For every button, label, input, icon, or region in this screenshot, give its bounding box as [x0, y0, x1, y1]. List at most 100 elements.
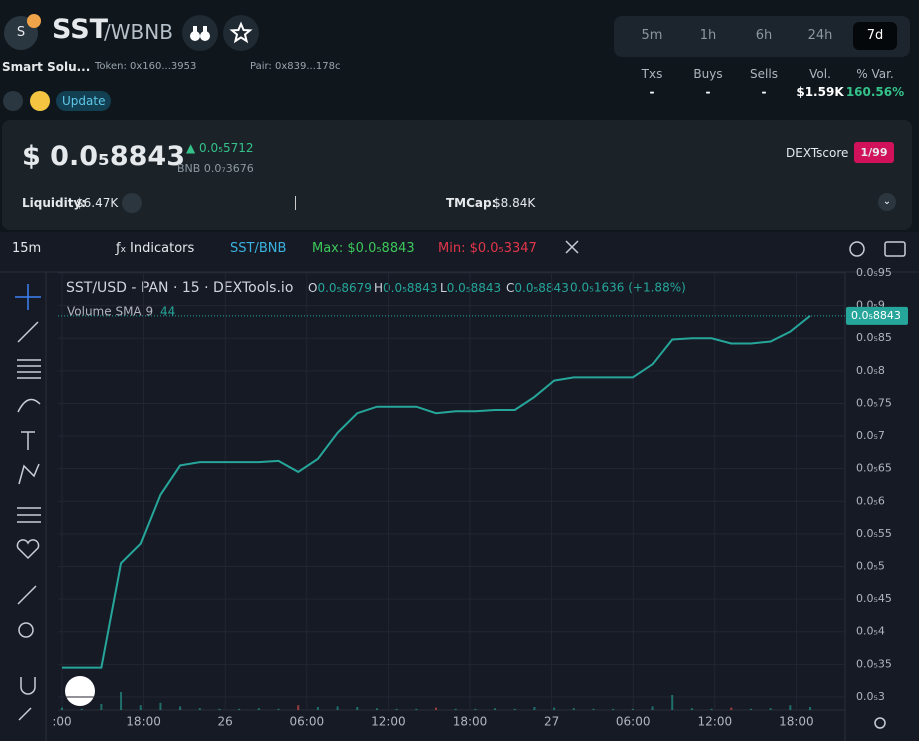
token-icon	[27, 14, 41, 28]
toolbar-max: Max: $0.0₅8843	[312, 241, 415, 256]
ohlc-item: C0.0₅8843	[506, 281, 569, 295]
binoculars-icon	[190, 26, 210, 41]
timeframe-option[interactable]: 1h	[699, 28, 717, 43]
expand-icon[interactable]: ⌄	[878, 193, 896, 211]
volume-bar	[809, 707, 811, 710]
x-tick-label: 12:00	[371, 715, 406, 729]
liquidity: $6.47K	[76, 196, 119, 210]
ohlc-label: O	[308, 281, 317, 295]
ohlc-item: H0.0₅8843	[374, 281, 437, 295]
tmcap: $8.84K	[493, 196, 536, 210]
price-chart: SST/USD - PAN · 15 · DEXTools.io Volume …	[0, 240, 919, 741]
volume-bar	[316, 707, 319, 710]
volume-bar	[120, 692, 123, 710]
volume-bar	[375, 708, 378, 710]
volume-bar	[474, 708, 477, 710]
volume-bar	[80, 708, 83, 710]
volume-bar	[671, 695, 674, 710]
x-tick-label: 26	[218, 715, 233, 729]
ohlc-label: H	[374, 281, 383, 295]
pair-address[interactable]: Pair: 0x839...178c	[250, 61, 341, 72]
stat-value: $1.59K	[796, 85, 844, 99]
ohlc-label: C	[506, 281, 514, 295]
volume-bar	[139, 705, 142, 710]
indicators-label: Indicators	[130, 241, 195, 256]
divider	[295, 196, 296, 210]
toolbar-indicators[interactable]: ƒx Indicators	[116, 241, 195, 256]
last-price-label: 0.0₅8843	[851, 309, 901, 322]
toolbar-interval[interactable]: 15m	[12, 241, 42, 256]
ohlc-value: 0.0₅8679	[317, 281, 371, 295]
y-tick-label: 0.0₅85	[856, 331, 892, 344]
volume-bar	[395, 708, 398, 710]
ohlc-item: L0.0₅8843	[440, 281, 501, 295]
x-tick-label: 06:00	[290, 715, 325, 729]
volume-bar	[690, 708, 693, 710]
x-tick-label: 18:00	[453, 715, 488, 729]
volume-bar	[769, 708, 772, 710]
toolbar-min: Min: $0.0₅3347	[438, 241, 537, 256]
dextscore-label: DEXTscore	[786, 146, 849, 160]
last-price-tag	[846, 306, 908, 325]
timeframe-option[interactable]: 5m	[641, 28, 663, 43]
volume-bar	[572, 708, 575, 710]
token-address[interactable]: Token: 0x160...3953	[95, 61, 197, 72]
legend-title: SST/USD - PAN · 15 · DEXTools.io	[66, 280, 293, 296]
stat-label: Vol.	[809, 67, 831, 81]
y-tick-label: 0.0₅5	[856, 560, 885, 573]
drawing-tools[interactable]	[15, 284, 95, 721]
price-bnb: BNB 0.0₇3676	[177, 162, 254, 175]
favorite-button[interactable]	[223, 15, 259, 51]
logo-icon	[30, 91, 50, 111]
volume-bar	[631, 708, 634, 710]
price-usd: $ 0.0₅8843	[22, 141, 185, 172]
y-tick-label: 0.0₅75	[856, 396, 892, 409]
x-tick-label: 27	[544, 715, 559, 729]
ohlc-value: 0.0₅8843	[383, 281, 437, 295]
symbol: SST	[52, 14, 109, 45]
y-tick-label: 0.0₅3	[856, 690, 885, 703]
share-icon[interactable]	[3, 91, 23, 111]
y-tick-label: 0.0₅55	[856, 527, 892, 540]
volume-bar	[651, 706, 654, 710]
tmcap-label: TMCap:	[446, 196, 497, 210]
stat-label: Buys	[693, 67, 723, 81]
volume-bar	[513, 708, 516, 710]
volume-bar	[415, 708, 418, 710]
volume-bar	[238, 708, 241, 710]
stat-value: 160.56%	[845, 85, 905, 99]
price-line	[62, 315, 811, 669]
stat-value: -	[649, 85, 655, 99]
volume-bar	[100, 704, 103, 710]
price-change-value: 0.0₅5712	[199, 141, 254, 155]
volume-bar	[749, 708, 752, 710]
x-tick-label: 12:00	[698, 715, 733, 729]
token-name: Smart Solu...	[2, 60, 91, 74]
lock-icon	[122, 193, 142, 213]
update-button[interactable]: Update	[56, 91, 112, 111]
x-tick-label: :00	[52, 715, 71, 729]
volume-bar	[61, 707, 63, 710]
chart-settings[interactable]	[565, 240, 906, 729]
y-tick-label: 0.0₅65	[856, 462, 892, 475]
timeframe-option[interactable]: 6h	[755, 28, 773, 43]
volume-label: Volume SMA 9	[67, 305, 153, 319]
volume-bar	[336, 706, 339, 710]
dextscore[interactable]: 1/99	[854, 142, 894, 163]
stat-label: % Var.	[856, 67, 894, 81]
volume-bar	[356, 707, 359, 710]
volume-bar	[435, 707, 437, 710]
volume-bar	[257, 708, 260, 710]
watch-button[interactable]	[182, 15, 218, 51]
ohlc-item: O0.0₅8679	[308, 281, 372, 295]
volume-bar	[553, 707, 556, 710]
x-tick-label: 06:00	[616, 715, 651, 729]
stat-label: Txs	[641, 67, 663, 81]
chart-area	[0, 232, 919, 741]
volume-bar	[789, 705, 792, 710]
x-tick-label: 18:00	[779, 715, 814, 729]
toolbar-pair[interactable]: SST/BNB	[230, 241, 287, 256]
timeframe-option[interactable]: 24h	[807, 28, 833, 43]
timeframe-option[interactable]: 7d	[853, 22, 897, 50]
